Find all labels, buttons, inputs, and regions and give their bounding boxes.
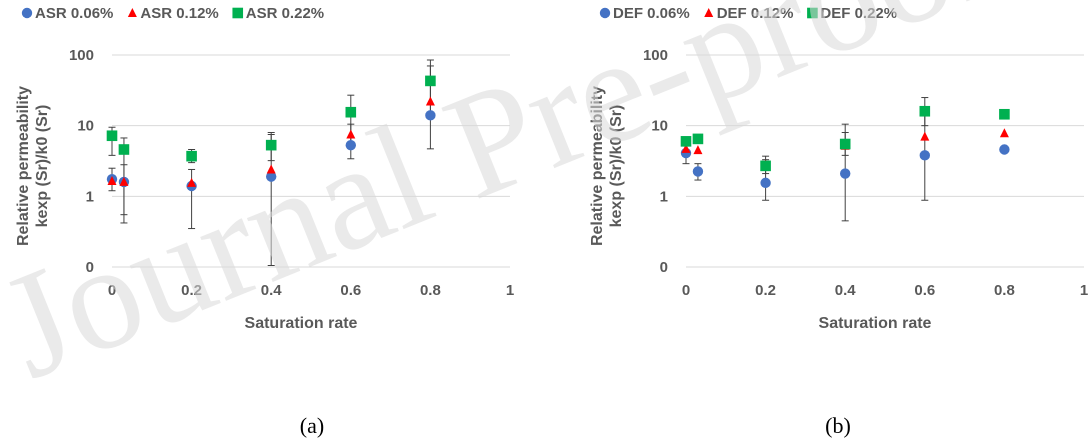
data-point-square (106, 130, 118, 142)
x-tick-label: 0.2 (181, 282, 202, 299)
data-point-triangle (266, 164, 276, 174)
legend-label: ASR 0.06% (35, 5, 113, 22)
x-tick-label: 0 (108, 282, 116, 299)
data-point-triangle (693, 145, 703, 155)
y-tick-label: 100 (69, 47, 94, 64)
data-point-square (265, 139, 277, 151)
data-point-triangle (920, 131, 930, 141)
x-axis-title: Saturation rate (245, 315, 358, 332)
legend-marker-circle (599, 7, 611, 19)
legend-marker-circle (21, 7, 33, 19)
data-point-circle (999, 144, 1010, 155)
y-tick-label: 100 (643, 47, 668, 64)
x-tick-label: 0.2 (755, 282, 776, 299)
y-tick-label: 1 (86, 188, 94, 205)
data-point-square (118, 144, 130, 155)
panel-caption: (b) (825, 413, 851, 438)
data-point-square (345, 106, 357, 118)
y-tick-label: 1 (660, 188, 668, 205)
watermark-text: Journal Pre-proof (0, 0, 1020, 411)
chart-panel-b: 0 1 10 100 0 0.2 0.4 0.6 0.8 1 Saturation rate Rela… (589, 5, 1088, 438)
legend-marker-triangle (704, 8, 714, 17)
x-tick-label: 1 (1080, 282, 1088, 299)
data-point-triangle (346, 129, 356, 139)
chart-panel-a: 0 1 10 100 0 0.2 0.4 0.6 0.8 1 Saturation rate Rela… (15, 5, 514, 438)
data-point-triangle (425, 96, 435, 106)
x-tick-label: 0.4 (835, 282, 857, 299)
y-axis-title-line2: kexp (Sr)/k0 (Sr) (34, 105, 51, 228)
data-point-square (760, 160, 771, 172)
data-point-square (692, 133, 704, 145)
data-point-triangle (681, 143, 691, 153)
legend-marker-square (232, 7, 244, 19)
legend-marker-triangle (127, 8, 137, 17)
data-point-circle (345, 139, 356, 151)
legend-label: ASR 0.22% (246, 5, 324, 22)
data-point-square (919, 105, 931, 117)
y-tick-label: 10 (77, 118, 94, 135)
legend-label: DEF 0.06% (613, 5, 690, 22)
data-point-circle (919, 150, 930, 161)
data-point-square (839, 138, 851, 150)
data-point-square (999, 108, 1010, 120)
data-point-circle (840, 168, 851, 179)
data-point-triangle (119, 176, 129, 186)
y-tick-label: 0 (660, 259, 668, 276)
legend-label: DEF 0.22% (820, 5, 897, 22)
y-tick-label: 0 (86, 259, 94, 276)
y-axis-title-line1: Relative permeability (589, 86, 606, 246)
data-point-circle (266, 171, 277, 182)
x-axis-title: Saturation rate (819, 315, 932, 332)
legend-label: DEF 0.12% (717, 5, 794, 22)
panel-caption: (a) (300, 413, 324, 438)
data-point-square (680, 136, 692, 147)
x-tick-label: 0.6 (914, 282, 935, 299)
x-tick-label: 0.4 (261, 282, 283, 299)
legend-marker-square (807, 7, 818, 19)
x-tick-label: 0.8 (420, 282, 441, 299)
x-tick-label: 1 (506, 282, 514, 299)
y-tick-label: 10 (651, 118, 668, 135)
data-point-circle (692, 166, 704, 177)
legend-label: ASR 0.12% (140, 5, 218, 22)
data-point-triangle (999, 128, 1009, 138)
x-tick-label: 0 (682, 282, 690, 299)
x-tick-label: 0.6 (340, 282, 361, 299)
x-tick-label: 0.8 (994, 282, 1015, 299)
data-point-circle (760, 177, 771, 189)
data-point-square (186, 150, 197, 162)
data-point-circle (425, 110, 436, 121)
y-axis-title-line1: Relative permeability (15, 86, 32, 246)
data-point-square (425, 75, 436, 87)
y-axis-title-line2: kexp (Sr)/k0 (Sr) (608, 105, 625, 228)
data-point-triangle (107, 175, 117, 185)
data-point-triangle (187, 177, 197, 187)
